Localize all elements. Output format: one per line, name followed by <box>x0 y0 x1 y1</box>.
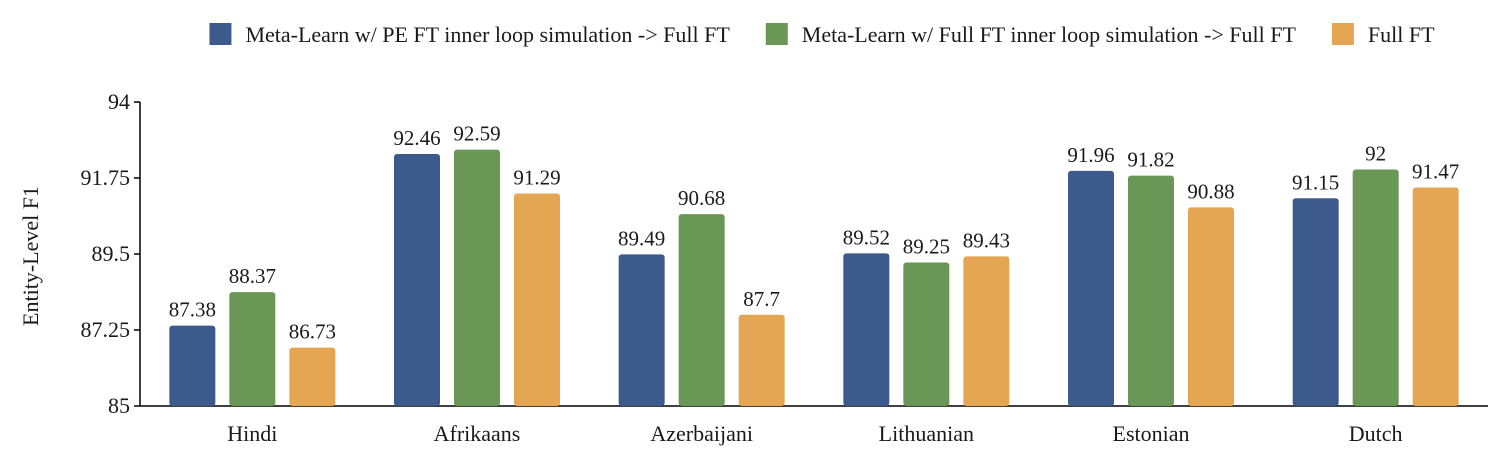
data-label: 89.43 <box>963 228 1010 252</box>
data-label: 90.88 <box>1187 179 1234 203</box>
bar <box>618 254 665 406</box>
data-label: 89.52 <box>843 225 890 249</box>
legend-swatch <box>209 23 232 45</box>
data-label: 88.37 <box>229 264 276 288</box>
bar <box>843 253 890 406</box>
data-label: 92.46 <box>393 126 440 150</box>
bar <box>514 193 560 406</box>
data-label: 87.38 <box>169 298 216 322</box>
data-label: 87.7 <box>743 287 780 311</box>
data-label: 90.68 <box>678 186 725 210</box>
legend-item: Meta-Learn w/ PE FT inner loop simulatio… <box>209 22 730 47</box>
bar <box>169 325 216 406</box>
bar <box>454 149 500 407</box>
data-label: 89.25 <box>903 234 950 258</box>
x-tick-label: Estonian <box>1113 421 1190 446</box>
data-label: 91.82 <box>1127 148 1174 172</box>
x-tick-label: Lithuanian <box>879 421 974 446</box>
data-label: 92.59 <box>453 122 500 146</box>
bar <box>1352 169 1399 406</box>
bar <box>963 256 1010 406</box>
legend-label: Meta-Learn w/ PE FT inner loop simulatio… <box>245 22 730 47</box>
data-label: 91.47 <box>1412 159 1459 183</box>
x-tick-label: Azerbaijani <box>650 421 753 446</box>
data-label: 91.29 <box>513 166 560 190</box>
bars <box>169 149 1459 407</box>
y-tick-label: 89.5 <box>92 241 131 266</box>
data-label: 86.73 <box>289 320 336 344</box>
legend-label: Meta-Learn w/ Full FT inner loop simulat… <box>802 22 1297 47</box>
x-tick-label: Afrikaans <box>434 421 521 446</box>
data-label: 91.15 <box>1292 170 1339 194</box>
data-label: 89.49 <box>618 226 665 250</box>
y-axis: 85 87.25 89.5 91.75 94 <box>81 89 141 418</box>
y-tick-label: 94 <box>108 89 130 114</box>
bar <box>1412 187 1459 406</box>
legend-item: Full FT <box>1331 22 1435 47</box>
bar <box>1188 207 1234 406</box>
bar <box>229 292 276 406</box>
legend-item: Meta-Learn w/ Full FT inner loop simulat… <box>765 22 1297 47</box>
legend: Meta-Learn w/ PE FT inner loop simulatio… <box>209 22 1435 47</box>
y-tick-label: 91.75 <box>81 165 131 190</box>
data-label: 91.96 <box>1067 143 1114 167</box>
data-labels: 87.38 88.37 86.73 92.46 92.59 91.29 89.49 90.68… <box>169 122 1460 344</box>
y-tick-label: 85 <box>108 393 130 418</box>
bar <box>738 314 785 406</box>
data-label: 92 <box>1365 142 1386 166</box>
bar <box>1068 170 1114 406</box>
bar <box>1128 175 1174 406</box>
bar <box>678 214 725 406</box>
y-axis-title: Entity-Level F1 <box>18 186 43 326</box>
x-tick-label: Dutch <box>1349 421 1403 446</box>
legend-swatch <box>765 23 788 45</box>
legend-label: Full FT <box>1368 22 1435 47</box>
bar <box>1292 198 1339 406</box>
legend-swatch <box>1331 23 1354 45</box>
y-tick-label: 87.25 <box>81 317 131 342</box>
x-tick-label: Hindi <box>227 421 277 446</box>
bar <box>289 347 336 406</box>
bar <box>394 154 440 406</box>
bar <box>903 262 950 406</box>
x-axis: Hindi Afrikaans Azerbaijani Lithuanian Eston… <box>140 405 1488 446</box>
